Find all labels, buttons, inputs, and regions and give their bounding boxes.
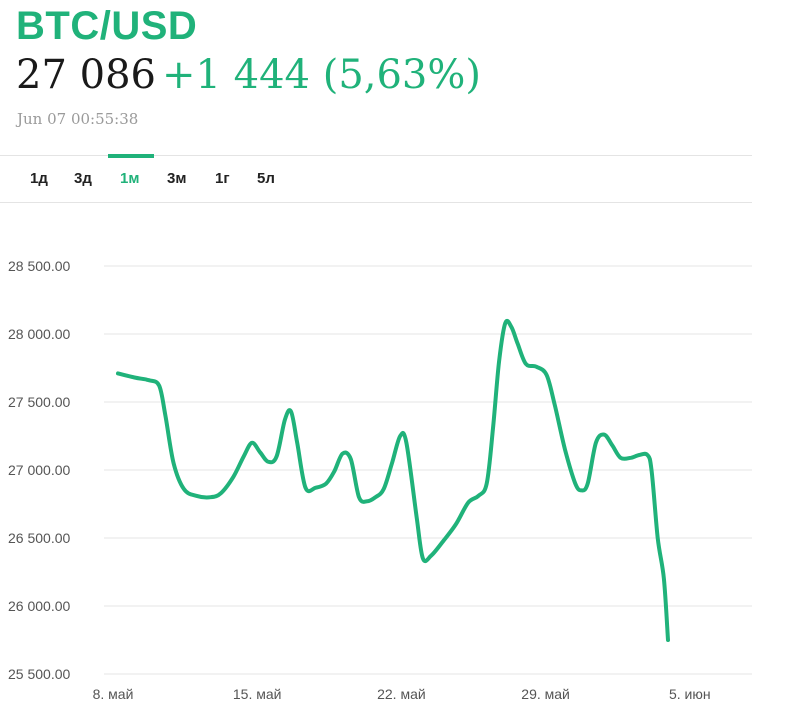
data-point [602,433,606,437]
tab-3m[interactable]: 3м [167,170,187,187]
data-point [147,378,151,382]
data-point [324,482,328,486]
data-point [563,448,567,452]
data-point [503,321,507,325]
price-row: 27 086 +1 444 (5,63%) [16,52,481,98]
y-tick-label: 28 000.00 [8,326,70,342]
data-point [629,456,633,460]
data-point [656,536,660,540]
data-point [580,488,584,492]
data-point [266,460,270,464]
data-point [219,491,223,495]
data-point [534,365,538,369]
data-point [524,362,528,366]
data-point [662,577,666,581]
pair-title: BTC/USD [16,4,198,48]
data-point [295,441,299,445]
data-point [304,486,308,490]
data-point [332,469,336,473]
data-point [497,359,501,363]
y-tick-label: 27 500.00 [8,394,70,410]
tab-1m[interactable]: 1м [120,170,140,187]
data-point [545,373,549,377]
data-point [182,487,186,491]
data-point [429,554,433,558]
data-point [275,454,279,458]
x-axis-labels: 8. май 15. май 22. май 29. май 5. июн [93,686,711,702]
data-point [485,482,489,486]
x-tick-label: 8. май [93,686,134,702]
data-point [314,486,318,490]
data-point [610,444,614,448]
y-tick-label: 25 500.00 [8,666,70,682]
data-point [116,371,120,375]
data-point [250,441,254,445]
series-layer [116,318,670,642]
data-point [194,494,198,498]
data-point [666,638,670,642]
data-point [209,495,213,499]
x-tick-label: 22. май [377,686,426,702]
data-point [477,494,481,498]
data-point [357,495,361,499]
data-point [242,454,246,458]
period-tabs: 1д 3д 1м 3м 1г 5л [0,154,752,203]
data-point [163,414,167,418]
price-change: +1 444 (5,63%) [161,52,481,98]
data-point [619,456,623,460]
data-point [510,325,514,329]
tab-5y[interactable]: 5л [257,170,275,187]
data-point [415,516,419,520]
data-point [404,441,408,445]
data-point [516,342,520,346]
data-point [421,556,425,560]
data-point [157,384,161,388]
data-point [349,457,353,461]
data-point [454,522,458,526]
timestamp: Jun 07 00:55:38 [17,110,139,128]
x-tick-label: 5. июн [669,686,711,702]
tab-1d[interactable]: 1д [30,170,48,187]
data-point [553,403,557,407]
data-point [231,475,235,479]
tab-1y[interactable]: 1г [215,170,230,187]
data-point [365,499,369,503]
data-point [258,450,262,454]
data-point [442,539,446,543]
data-point [466,501,470,505]
y-axis-labels: 28 500.00 28 000.00 27 500.00 27 000.00 26 5… [8,258,70,682]
data-point [586,482,590,486]
data-point [594,441,598,445]
data-point [289,410,293,414]
tab-3d[interactable]: 3д [74,170,92,187]
x-tick-label: 29. май [521,686,570,702]
grid-lines [104,265,752,675]
data-point [133,376,137,380]
price-line [116,318,670,642]
y-tick-label: 28 500.00 [8,258,70,274]
data-point [645,453,649,457]
data-point [573,482,577,486]
data-point [491,427,495,431]
data-point [650,468,654,472]
current-price: 27 086 [16,52,156,98]
data-point [172,461,176,465]
y-tick-label: 26 500.00 [8,530,70,546]
data-point [283,418,287,422]
data-point [398,434,402,438]
x-tick-label: 15. май [233,686,282,702]
data-point [374,495,378,499]
active-tab-indicator [108,154,154,158]
data-point [382,487,386,491]
data-point [390,461,394,465]
data-point [341,452,345,456]
y-tick-label: 26 000.00 [8,598,70,614]
y-tick-label: 27 000.00 [8,462,70,478]
data-point [637,453,641,457]
